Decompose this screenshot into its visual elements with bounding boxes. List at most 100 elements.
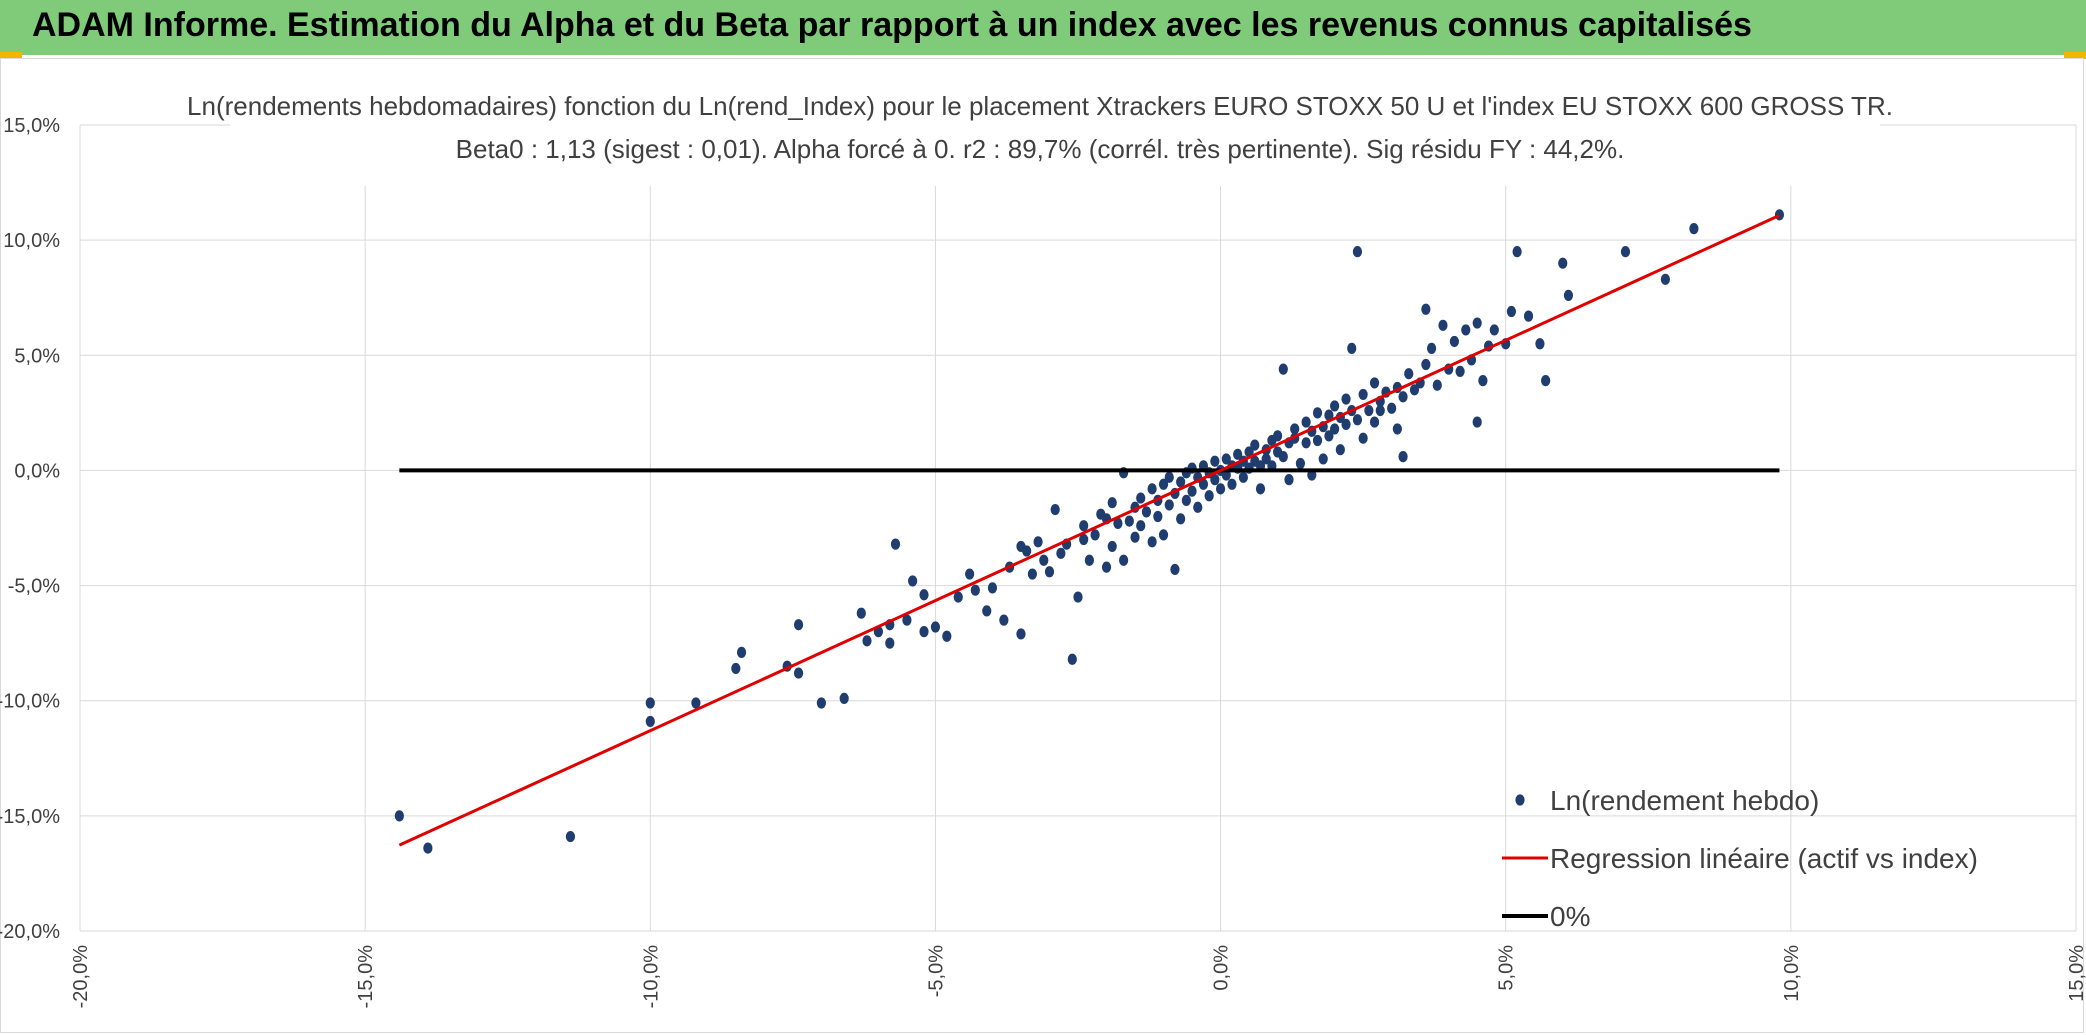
x-tick-label: 10,0% [1781,945,1803,1002]
y-tick-label: 0,0% [14,460,60,482]
data-point [816,697,826,709]
line-layer [398,214,1781,847]
data-point [1147,536,1157,548]
data-point [1563,289,1574,302]
y-tick-label: -5,0% [8,576,60,598]
data-point [982,605,992,617]
series-layer [394,209,1785,854]
data-point [793,667,804,679]
data-point [1358,432,1368,444]
data-point [1090,529,1100,541]
data-point [1461,324,1471,336]
data-point [1426,342,1437,354]
data-point [1512,246,1522,258]
data-point [1455,365,1465,378]
data-point [1432,379,1442,391]
data-point [1398,451,1408,463]
data-point [908,575,918,587]
y-tick-label: -20,0% [0,921,60,943]
scatter-chart: -20,0% -15,0% -10,0% -5,0% 0,0% 5,0% 10,0% 15,0… [0,86,2086,1009]
data-point [1113,517,1123,529]
data-point [1341,418,1351,430]
data-point [1330,400,1340,412]
data-point [1535,338,1545,350]
data-point [1352,246,1363,258]
data-point [1398,391,1408,403]
data-point [736,646,747,658]
data-point [1107,540,1117,553]
data-point [1039,554,1049,566]
data-point [1153,510,1163,523]
data-point [1176,476,1186,488]
data-point [1301,437,1311,449]
data-point [1449,335,1459,348]
data-point [1295,457,1306,470]
data-point [1558,257,1568,269]
chart-frame [0,58,2084,1033]
data-point [1438,319,1448,331]
data-point [1050,503,1060,516]
data-point [1044,566,1055,578]
y-tick-label: 5,0% [14,345,60,367]
data-point [1130,531,1140,543]
data-point [1660,273,1670,285]
data-point [919,626,929,638]
data-point [1124,515,1134,527]
data-point [1016,628,1026,640]
data-point [1033,536,1043,548]
data-point [839,692,849,705]
chart-title: Ln(rendements hebdomadaires) fonction du… [187,91,1893,121]
data-point [1506,305,1517,318]
data-point [645,715,655,728]
data-point [1204,490,1214,502]
data-point [1193,501,1203,513]
data-point [1312,407,1323,419]
x-tick-label: -5,0% [925,945,947,997]
data-point [1324,430,1334,442]
data-point [1523,310,1534,322]
data-point [1101,561,1112,573]
report-title: ADAM Informe. Estimation du Alpha et du … [32,6,1752,44]
data-point [793,619,804,631]
data-point [919,589,929,601]
data-point [1541,375,1551,387]
data-point [1215,483,1226,495]
data-point [1324,409,1334,421]
data-point [953,591,963,603]
data-point [1238,471,1248,483]
data-point [1689,223,1699,235]
data-point [942,630,952,642]
data-point [1409,384,1420,396]
data-point [1290,423,1300,435]
data-point [1273,430,1283,442]
data-point [1375,404,1385,417]
data-point [1347,342,1357,354]
data-point [1278,363,1288,375]
data-point [1158,529,1169,541]
data-point [902,614,912,626]
regression-line [398,214,1781,847]
x-tick-label: 0,0% [1211,945,1233,991]
data-point [930,621,941,633]
y-tick-label: 10,0% [3,230,60,252]
data-point [856,607,866,619]
data-point [731,662,741,675]
data-point [1027,568,1037,580]
legend-label: Ln(rendement hebdo) [1550,785,1819,816]
data-point [1210,455,1220,467]
x-tick-label: 5,0% [1496,945,1518,991]
data-point [1067,653,1077,665]
legend-label: Regression linéaire (actif vs index) [1550,843,1978,874]
data-point [1489,324,1499,336]
data-point [1421,358,1431,371]
data-point [987,582,998,594]
data-point [1164,499,1174,511]
x-tick-label: -15,0% [355,945,377,1009]
data-point [1472,416,1482,428]
corner-marker-right [2064,52,2086,59]
data-point [1119,554,1129,566]
data-point [1147,483,1157,495]
data-point [1387,402,1397,414]
data-point [645,697,655,709]
data-point [1198,478,1209,490]
